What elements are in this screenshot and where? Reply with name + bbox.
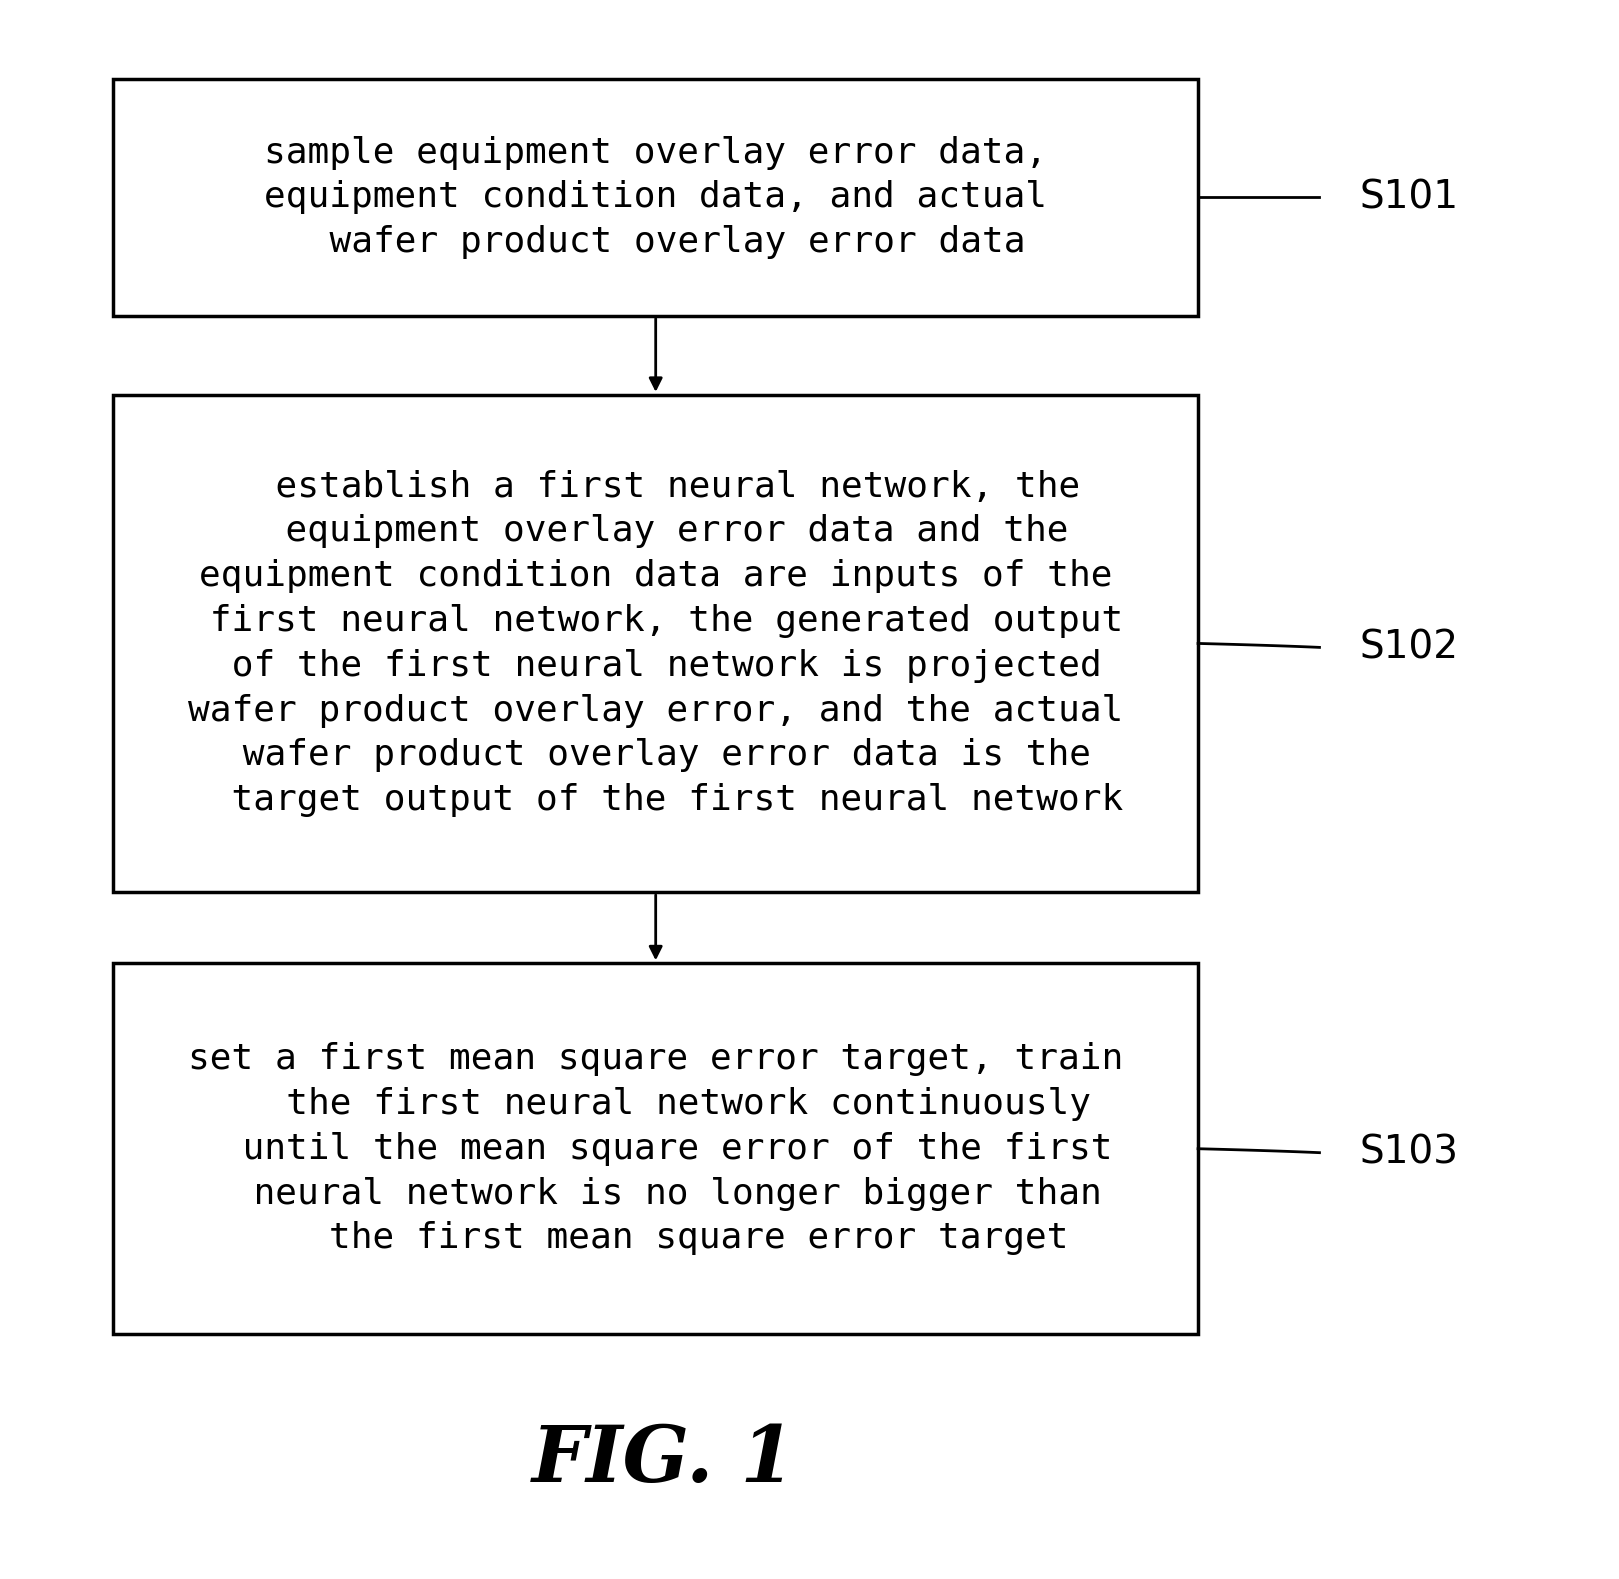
Text: establish a first neural network, the
  equipment overlay error data and the
equ: establish a first neural network, the eq… (188, 469, 1124, 818)
Text: S102: S102 (1360, 628, 1459, 666)
FancyBboxPatch shape (113, 79, 1198, 316)
FancyBboxPatch shape (113, 963, 1198, 1334)
Text: S101: S101 (1360, 178, 1459, 216)
Text: S103: S103 (1360, 1134, 1459, 1172)
Text: set a first mean square error target, train
   the first neural network continuo: set a first mean square error target, tr… (188, 1042, 1124, 1255)
FancyBboxPatch shape (113, 395, 1198, 892)
Text: sample equipment overlay error data,
equipment condition data, and actual
  wafe: sample equipment overlay error data, equ… (264, 136, 1047, 259)
Text: FIG. 1: FIG. 1 (533, 1423, 795, 1498)
